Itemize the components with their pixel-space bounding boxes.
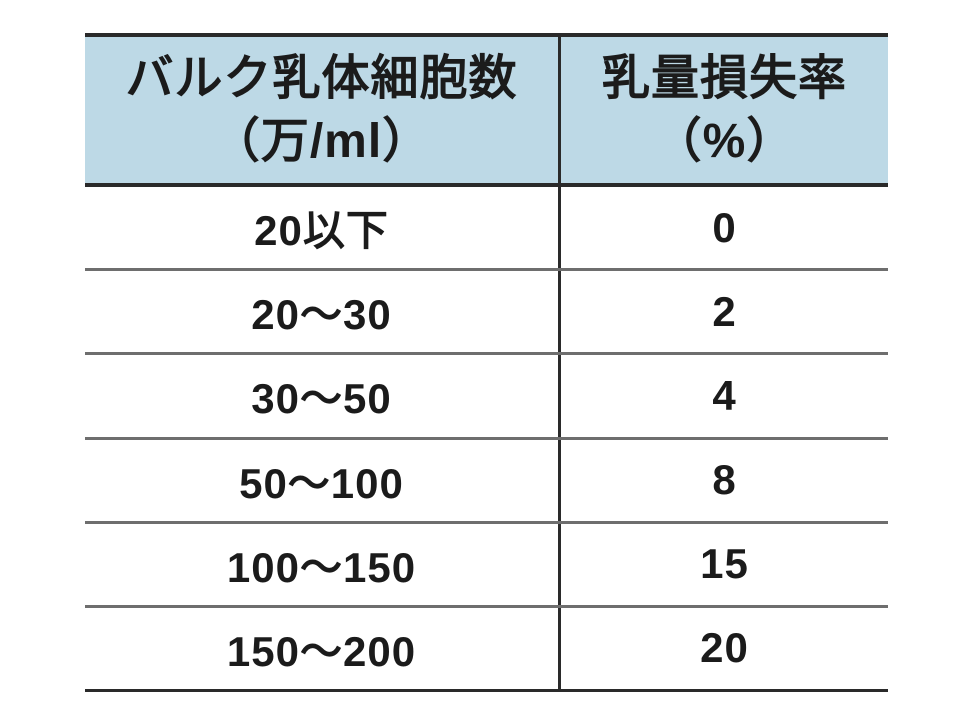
header-cell-count-line1: バルク乳体細胞数 [125,51,518,105]
table-row: 20～30 2 [85,271,888,356]
table-row: 30～50 4 [85,355,888,440]
header-cell-count-line2: （万/ml） [211,115,432,168]
cell-count-range: 20以下 [85,187,561,269]
loss-rate-value: 20 [700,624,749,672]
cell-count-range: 150～200 [85,607,561,690]
cell-count-range: 20～30 [85,271,561,353]
header-loss-rate-line2: （%） [653,115,796,168]
loss-rate-value: 0 [712,203,737,251]
table-row: 20以下 0 [85,187,888,272]
table-row: 150～200 20 [85,607,888,690]
loss-rate-value: 8 [712,456,737,504]
cell-count-range: 100～150 [85,523,561,605]
cell-count-loss-table: バルク乳体細胞数 （万/ml） 乳量損失率 （%） 20以下 0 20～30 2… [85,33,888,692]
header-loss-rate-line1: 乳量損失率 [601,51,847,105]
table-header-row: バルク乳体細胞数 （万/ml） 乳量損失率 （%） [85,37,888,187]
header-cell-cell-count: バルク乳体細胞数 （万/ml） [85,37,561,183]
table-row: 100～150 15 [85,523,888,608]
header-cell-loss-rate: 乳量損失率 （%） [561,37,888,183]
cell-count-range: 30～50 [85,355,561,437]
table-row: 50～100 8 [85,439,888,524]
cell-count-range: 50～100 [85,439,561,521]
loss-rate-value: 2 [712,287,737,335]
loss-rate-value: 15 [700,540,749,588]
loss-rate-value: 4 [712,371,737,419]
